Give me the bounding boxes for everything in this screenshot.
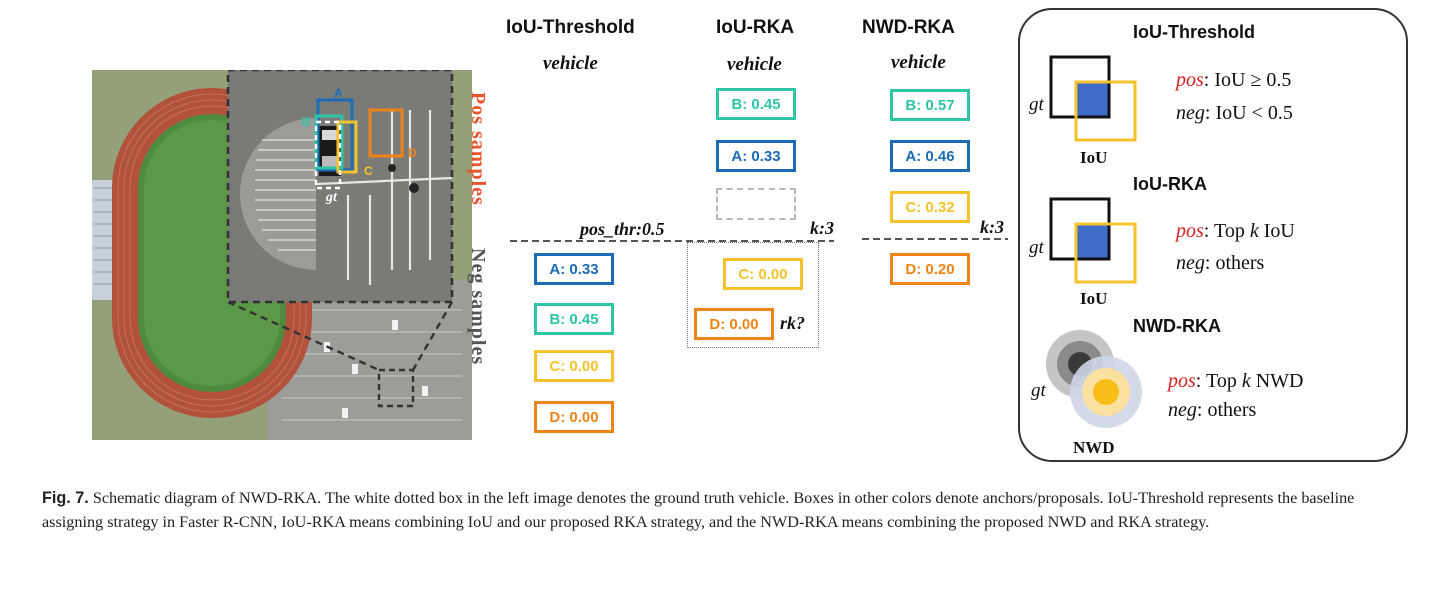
anchor-d-label: D: [408, 146, 417, 160]
legend-title-iou-threshold: IoU-Threshold: [1133, 22, 1255, 42]
nwd-rka-anchor-b: B: 0.57: [890, 89, 970, 121]
nwd-rka-anchor-c: C: 0.32: [890, 191, 970, 223]
iou-threshold-anchor-c: C: 0.00: [534, 350, 614, 382]
iou-threshold-anchor-d: D: 0.00: [534, 401, 614, 433]
figure-caption: Fig. 7. Schematic diagram of NWD-RKA. Th…: [42, 486, 1412, 534]
legend-rule-neg-iou-threshold: neg: IoU < 0.5: [1176, 102, 1293, 124]
legend-caption-iou-1: IoU: [1080, 148, 1108, 167]
anchor-a-label: A: [334, 86, 343, 100]
iou-rka-anchor-a: A: 0.33: [716, 140, 796, 172]
legend-caption-iou-2: IoU: [1080, 289, 1108, 308]
col-subtitle-iou-threshold: vehicle: [543, 53, 598, 74]
threshold-lines: [510, 238, 1008, 242]
nwd-rka-anchor-d: D: 0.20: [890, 253, 970, 285]
col-title-nwd-rka: NWD-RKA: [862, 17, 955, 38]
nwd-rka-k-label: k:3: [980, 217, 1004, 237]
neg-samples-label: Neg samples: [467, 248, 489, 366]
legend-gt-label-1: gt: [1029, 94, 1044, 115]
iou-rka-anchor-d: D: 0.00: [694, 308, 774, 340]
legend-rule-pos-nwd-rka: pos: Top k NWD: [1168, 370, 1304, 392]
iou-threshold-anchor-b: B: 0.45: [534, 303, 614, 335]
nwd-rka-anchor-a: A: 0.46: [890, 140, 970, 172]
nwd-gaussian-icon: [1046, 330, 1142, 428]
anchor-b-label: B: [302, 115, 311, 129]
legend-gt-label-2: gt: [1029, 237, 1044, 258]
iou-rka-rank-group: [687, 242, 819, 348]
figure-label: Fig. 7.: [42, 489, 89, 507]
legend-panel: IoU-Threshold gt IoU pos: IoU ≥ 0.5 neg:…: [1018, 8, 1408, 462]
legend-rule-pos-iou-threshold: pos: IoU ≥ 0.5: [1176, 69, 1292, 91]
col-subtitle-iou-rka: vehicle: [727, 54, 782, 75]
legend-title-iou-rka: IoU-RKA: [1133, 174, 1207, 194]
legend-title-nwd-rka: NWD-RKA: [1133, 316, 1221, 336]
legend-rule-neg-iou-rka: neg: others: [1176, 252, 1265, 274]
iou-rka-anchor-c: C: 0.00: [723, 258, 803, 290]
legend-rule-neg-nwd-rka: neg: others: [1168, 399, 1257, 421]
figure-caption-text: Schematic diagram of NWD-RKA. The white …: [42, 489, 1355, 531]
aerial-photo: [92, 70, 472, 440]
col-title-iou-rka: IoU-RKA: [716, 17, 795, 38]
iou-threshold-anchor-a: A: 0.33: [534, 253, 614, 285]
legend-gt-label-3: gt: [1031, 380, 1046, 401]
iou-rka-anchor-b: B: 0.45: [716, 88, 796, 120]
pos-threshold-label: pos_thr:0.5: [580, 219, 665, 239]
legend-caption-nwd: NWD: [1073, 438, 1115, 457]
rank-question-label: rk?: [780, 313, 806, 333]
iou-rka-empty-slot: [716, 188, 796, 220]
iou-rka-overlap-icon: [1049, 197, 1137, 284]
iou-overlap-icon: [1049, 55, 1137, 142]
pos-samples-label: Pos samples: [467, 92, 489, 206]
gt-label: gt: [326, 190, 337, 205]
anchor-c-label: C: [364, 164, 373, 178]
iou-rka-k-label: k:3: [810, 218, 834, 238]
col-subtitle-nwd-rka: vehicle: [891, 52, 946, 73]
col-title-iou-threshold: IoU-Threshold: [506, 17, 635, 38]
legend-rule-pos-iou-rka: pos: Top k IoU: [1176, 220, 1295, 242]
